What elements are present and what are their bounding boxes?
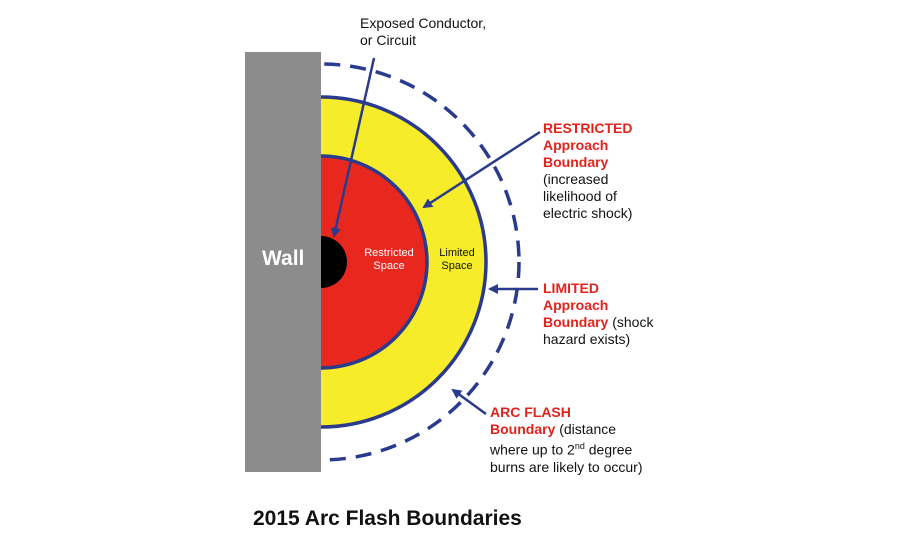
restricted-space-circle <box>321 154 429 370</box>
wall-rect <box>245 52 321 472</box>
conductor-label: Exposed Conductor, or Circuit <box>360 15 487 48</box>
conductor-circle <box>321 236 347 288</box>
diagram-title: 2015 Arc Flash Boundaries <box>253 507 522 530</box>
conductor-arrow <box>330 57 376 238</box>
wall-label: Wall <box>262 247 305 270</box>
restricted-space-label: Restricted Space <box>364 247 414 272</box>
restricted-boundary-label: RESTRICTED Approach Boundary (increased … <box>543 120 633 221</box>
arc-flash-boundary-arrow <box>451 388 487 416</box>
restricted-boundary-arrow <box>422 130 541 209</box>
arc-flash-boundary-label: ARC FLASH Boundary (distance where up to… <box>490 404 643 475</box>
limited-space-label: Limited Space <box>439 247 475 272</box>
limited-boundary-label: LIMITED Approach Boundary (shock hazard … <box>543 280 654 347</box>
arc-flash-boundary-circle <box>321 62 521 462</box>
